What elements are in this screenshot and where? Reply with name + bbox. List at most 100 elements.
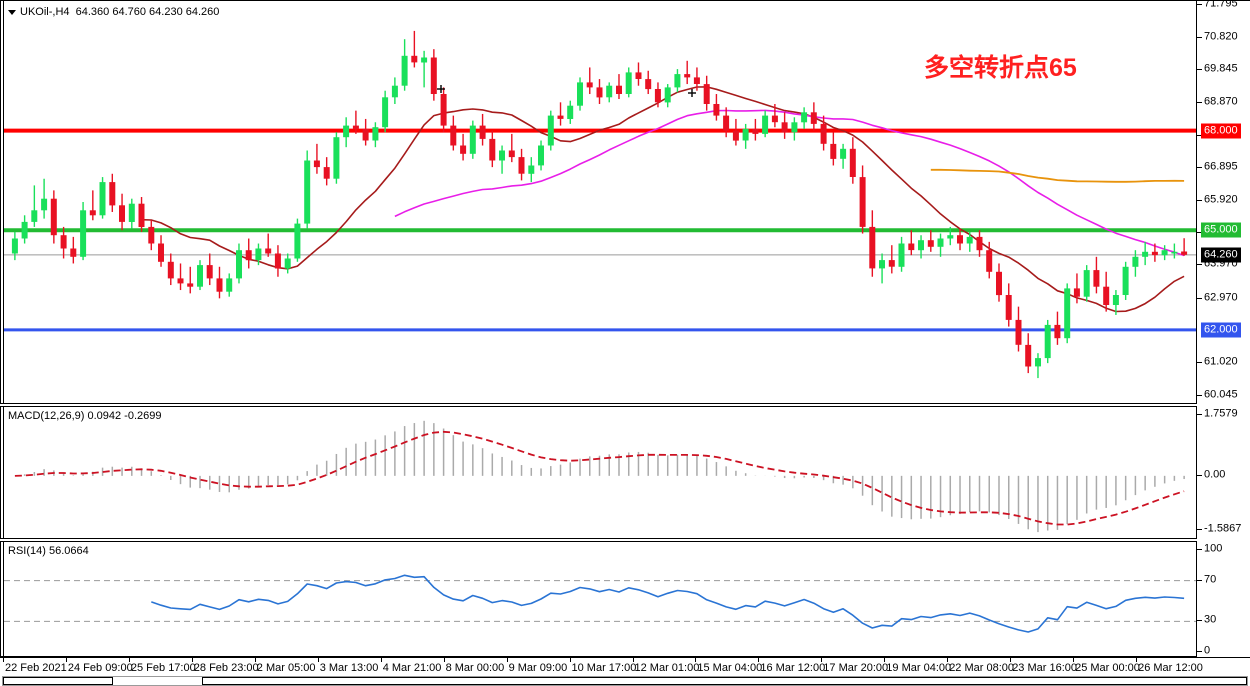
macd-axis-label: -1.5867 [1204, 522, 1242, 535]
time-axis-label: 3 Mar 13:00 [319, 662, 379, 674]
chart-annotation-text: 多空转折点65 [924, 54, 1077, 82]
price-axis-label: 61.020 [1204, 355, 1238, 368]
time-axis-label: 24 Feb 09:00 [67, 662, 133, 674]
time-axis-label: 4 Mar 21:00 [382, 662, 442, 674]
time-axis-tick [506, 658, 508, 662]
time-axis-tick [1010, 658, 1012, 662]
macd-axis-tick [1197, 529, 1202, 530]
price-axis-tick [1197, 36, 1202, 38]
ohlc-values: 64.360 64.760 64.230 64.260 [75, 6, 220, 18]
scrollbar-left-box[interactable] [3, 677, 113, 685]
time-axis-label: 16 Mar 12:00 [760, 662, 826, 674]
time-axis-label: 8 Mar 00:00 [445, 662, 505, 674]
price-axis-tick [1197, 4, 1202, 6]
time-axis-label: 9 Mar 09:00 [508, 662, 568, 674]
price-axis-tick [1197, 232, 1202, 234]
macd-axis-label: 1.7579 [1204, 407, 1238, 420]
time-axis-label: 17 Mar 20:00 [823, 662, 889, 674]
time-axis-tick [443, 658, 445, 662]
price-axis-label: 68.870 [1204, 95, 1238, 108]
time-axis-tick [1136, 658, 1138, 662]
price-axis-tick [1197, 297, 1202, 299]
time-axis-tick [3, 658, 4, 662]
rsi-panel[interactable] [0, 541, 1196, 657]
time-axis-tick [884, 658, 886, 662]
rsi-axis-label: 70 [1204, 573, 1217, 586]
symbol-name: UKOil-,H4 [20, 6, 70, 18]
time-axis-tick [695, 658, 697, 662]
price-panel-left-rail [1, 1, 4, 403]
support-level-badge[interactable]: 65.000 [1201, 222, 1241, 238]
time-axis-tick [632, 658, 634, 662]
macd-plot-area[interactable] [4, 407, 1196, 538]
time-axis-label: 25 Feb 17:00 [130, 662, 196, 674]
time-axis-tick [380, 658, 382, 662]
time-axis[interactable]: 22 Feb 2021 24 Feb 09:00 25 Feb 17:00 28 Fe… [0, 657, 1250, 675]
time-axis-label: 10 Mar 17:00 [571, 662, 637, 674]
rsi-plot-area[interactable] [4, 542, 1196, 656]
price-axis-label: 69.845 [1204, 62, 1238, 75]
time-axis-label: 22 Feb 2021 [5, 662, 67, 674]
macd-axis-tick [1197, 474, 1202, 476]
time-axis-tick [191, 658, 193, 662]
price-axis-tick [1197, 135, 1202, 137]
macd-header: MACD(12,26,9) 0.0942 -0.2699 [8, 410, 162, 422]
macd-axis-label: 0.00 [1204, 468, 1226, 481]
time-axis-tick [1073, 658, 1075, 662]
rsi-panel-left-rail [1, 542, 4, 656]
rsi-axis-tick [1197, 579, 1202, 581]
horizontal-scrollbar-thumb[interactable] [202, 677, 1247, 685]
rsi-axis-tick [1197, 549, 1202, 550]
price-axis-tick [1197, 101, 1202, 103]
price-axis-label: 63.970 [1204, 257, 1238, 270]
time-axis-label: 25 Mar 00:00 [1075, 662, 1140, 674]
price-axis-label: 65.920 [1204, 193, 1238, 206]
horizontal-scrollbar-track[interactable] [2, 676, 1248, 686]
time-axis-label: 23 Mar 16:00 [1012, 662, 1078, 674]
price-axis-tick [1197, 167, 1202, 169]
time-axis-label: 22 Mar 08:00 [949, 662, 1015, 674]
time-axis-tick [569, 658, 571, 662]
rsi-axis-label: 0 [1204, 644, 1211, 657]
time-axis-label: 19 Mar 04:00 [886, 662, 952, 674]
price-plot-area[interactable] [4, 1, 1196, 403]
rsi-axis-tick [1197, 651, 1202, 652]
time-axis-tick [317, 658, 319, 662]
macd-axis-tick [1197, 414, 1202, 415]
macd-panel[interactable] [0, 406, 1196, 539]
price-axis-label: 66.895 [1204, 160, 1238, 173]
time-axis-tick [947, 658, 949, 662]
price-axis-tick [1197, 264, 1202, 266]
time-axis-label: 26 Mar 12:00 [1138, 662, 1203, 674]
price-axis[interactable]: 71.79570.82069.84568.87067.85566.89565.9… [1196, 0, 1250, 404]
time-axis-tick [65, 658, 67, 662]
resistance-level-badge[interactable]: 68.000 [1201, 123, 1241, 139]
rsi-axis-label: 30 [1204, 613, 1217, 626]
time-axis-tick [254, 658, 256, 662]
time-axis-tick [758, 658, 760, 662]
rsi-axis-tick [1197, 620, 1202, 622]
support-level-badge[interactable]: 62.000 [1201, 322, 1241, 338]
price-axis-label: 62.970 [1204, 291, 1238, 304]
time-axis-label: 15 Mar 04:00 [697, 662, 763, 674]
time-axis-label: 12 Mar 01:00 [634, 662, 700, 674]
macd-panel-left-rail [1, 407, 4, 538]
macd-axis[interactable]: 1.7579 0.00 -1.5867 [1196, 406, 1250, 539]
price-axis-label: 60.045 [1204, 388, 1238, 401]
time-axis-label: 2 Mar 05:00 [256, 662, 316, 674]
price-axis-tick [1197, 394, 1202, 396]
current-price-badge[interactable]: 64.260 [1201, 247, 1241, 263]
time-axis-tick [821, 658, 823, 662]
price-chart-panel[interactable] [0, 0, 1196, 404]
price-axis-label: 70.820 [1204, 30, 1238, 43]
time-axis-tick [128, 658, 130, 662]
rsi-header: RSI(14) 56.0664 [8, 545, 89, 557]
price-axis-tick [1197, 69, 1202, 71]
caret-down-icon[interactable] [8, 9, 16, 15]
price-axis-tick [1197, 362, 1202, 364]
symbol-header[interactable]: UKOil-,H4 64.360 64.760 64.230 64.260 [8, 6, 219, 18]
rsi-axis-label: 100 [1204, 542, 1223, 555]
price-axis-label: 71.795 [1204, 0, 1238, 10]
rsi-axis[interactable]: 100 70 30 0 [1196, 541, 1250, 657]
